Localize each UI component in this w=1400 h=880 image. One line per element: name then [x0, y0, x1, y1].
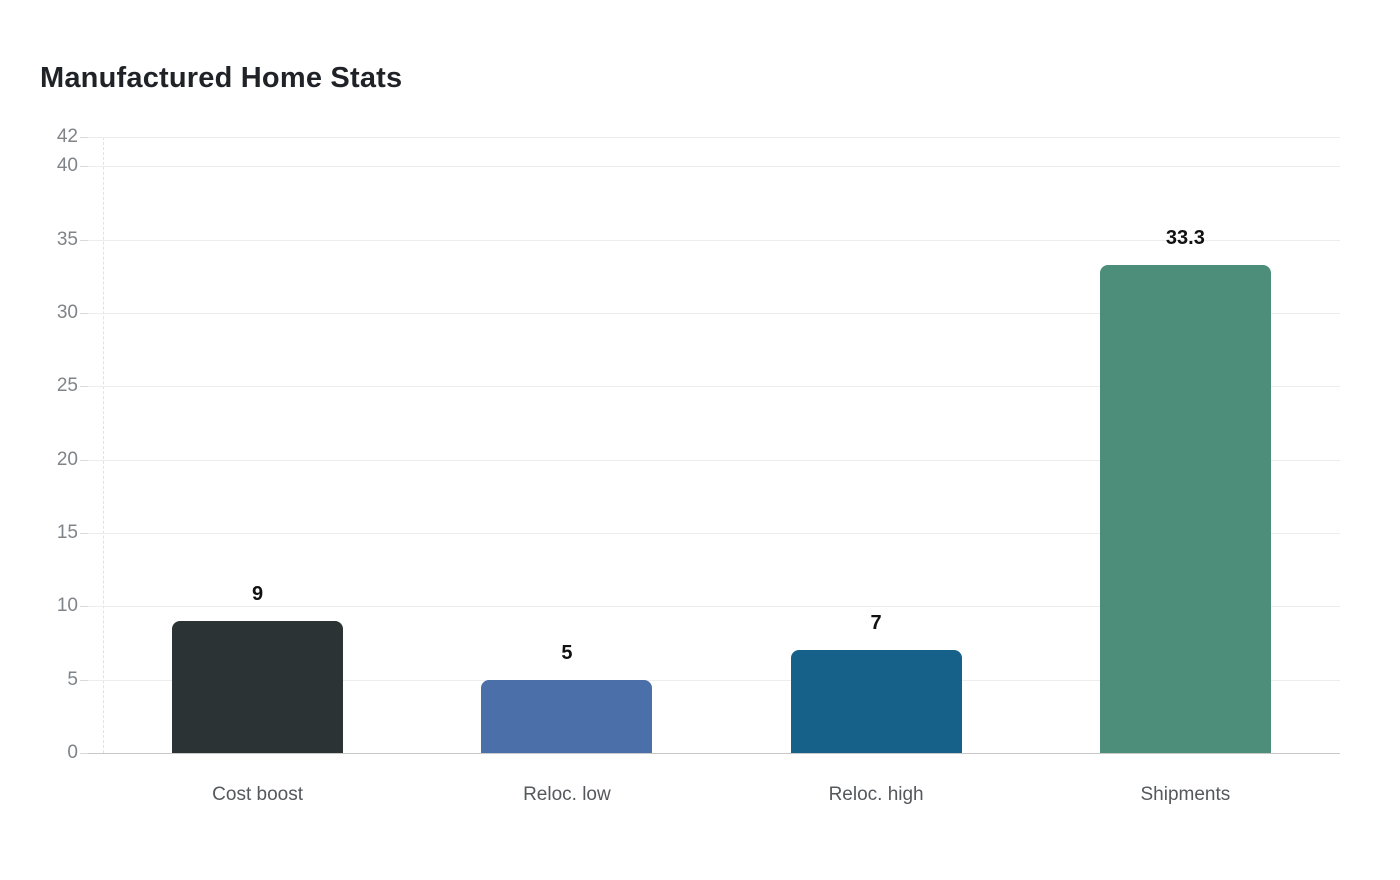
y-axis-tick	[80, 166, 88, 168]
y-axis-tick	[80, 606, 88, 608]
gridline	[88, 313, 1340, 314]
y-tick-label: 30	[56, 302, 78, 323]
y-axis-tick	[80, 753, 88, 754]
bar-reloc-low	[481, 679, 653, 753]
bar-cost-boost	[172, 621, 344, 753]
gridline	[88, 533, 1340, 534]
gridline	[88, 166, 1340, 168]
y-axis-tick	[80, 533, 88, 534]
gridline	[88, 459, 1340, 461]
y-axis-tick	[80, 313, 88, 314]
y-axis-tick	[80, 239, 88, 241]
bar-shipments	[1099, 264, 1271, 753]
gridline	[88, 386, 1340, 388]
gridline	[88, 239, 1340, 241]
y-tick-label: 40	[56, 155, 78, 177]
bar-value-label: 9	[252, 583, 264, 605]
y-axis-tick	[80, 137, 88, 138]
bar-reloc-high	[790, 650, 962, 753]
y-axis-tick	[80, 386, 88, 388]
x-axis-label: Reloc. low	[523, 784, 611, 805]
gridline	[88, 679, 1340, 681]
x-axis-label: Reloc. high	[828, 784, 924, 805]
bar-value-label: 7	[870, 612, 882, 635]
y-tick-label: 25	[56, 375, 78, 397]
gridline	[88, 753, 1340, 754]
bar-value-label: 33.3	[1165, 226, 1205, 249]
x-axis-label: Shipments	[1140, 784, 1231, 805]
y-tick-label: 35	[56, 228, 78, 250]
gridline	[88, 606, 1340, 608]
plot-left-border	[103, 137, 104, 753]
chart-title: Manufactured Home Stats	[40, 62, 403, 94]
y-tick-label: 5	[67, 668, 78, 690]
gridline	[88, 137, 1340, 138]
y-axis-tick	[80, 679, 88, 681]
x-axis-label: Cost boost	[212, 784, 303, 805]
y-tick-label: 42	[56, 126, 78, 147]
y-tick-label: 0	[67, 742, 78, 763]
y-axis-tick	[80, 459, 88, 461]
y-tick-label: 15	[56, 522, 78, 543]
y-tick-label: 10	[56, 595, 78, 617]
y-tick-label: 20	[56, 448, 78, 470]
bar-value-label: 5	[561, 641, 573, 664]
